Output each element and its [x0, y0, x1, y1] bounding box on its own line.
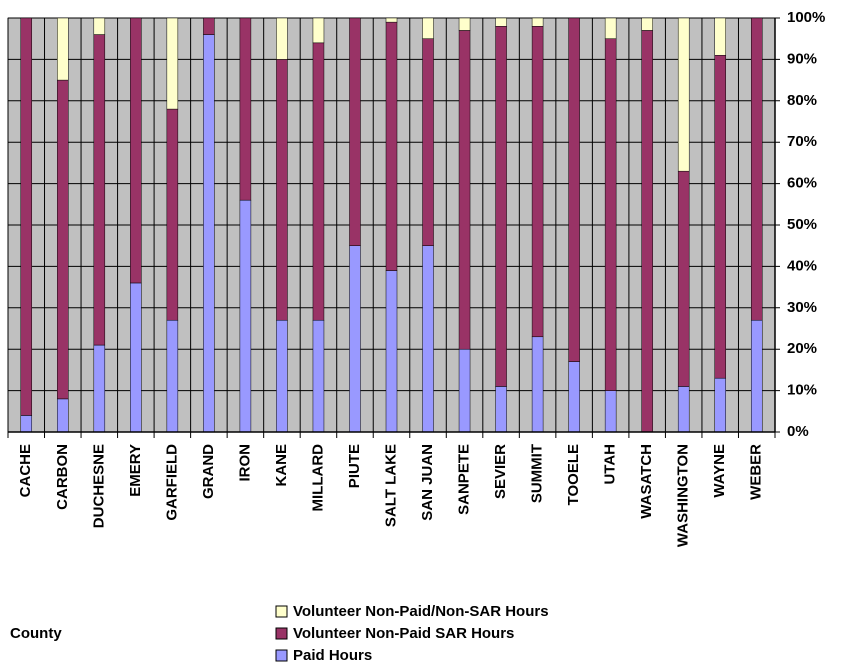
- bar-segment: [276, 17, 288, 60]
- bar-segment: [276, 319, 288, 433]
- y-tick-label: 30%: [787, 299, 817, 316]
- bar-segment: [312, 17, 325, 44]
- y-tick-label: 100%: [787, 9, 825, 26]
- x-tick-label: MILLARD: [309, 444, 326, 512]
- bar-segment: [714, 55, 726, 379]
- bar-segment: [130, 282, 142, 433]
- x-tick-label: GARFIELD: [163, 444, 180, 521]
- bar-segment: [239, 17, 252, 201]
- x-tick-label: SANPETE: [456, 444, 473, 515]
- bar-segment: [677, 17, 690, 172]
- bar-segment: [20, 415, 33, 433]
- y-tick-label: 80%: [787, 92, 817, 109]
- bar-segment: [458, 348, 471, 433]
- x-tick-label: EMERY: [127, 444, 144, 497]
- bar-segment: [458, 17, 471, 31]
- bar-segment: [677, 386, 690, 433]
- bar-segment: [203, 34, 215, 433]
- bar-segment: [130, 17, 142, 284]
- bar-segment: [422, 245, 434, 433]
- y-tick-label: 0%: [787, 423, 809, 440]
- bar-segment: [385, 270, 398, 433]
- bar-segment: [714, 17, 726, 56]
- y-tick-label: 10%: [787, 382, 817, 399]
- bar-segment: [750, 17, 763, 321]
- bar-segment: [422, 17, 434, 39]
- legend-swatch: [275, 627, 288, 640]
- bar-segment: [57, 398, 69, 433]
- legend-label: Paid Hours: [293, 647, 372, 664]
- legend-label: Volunteer Non-Paid SAR Hours: [293, 625, 514, 642]
- bar-segment: [531, 336, 544, 433]
- bar-segment: [349, 245, 361, 433]
- bar-segment: [495, 26, 507, 387]
- bar-segment: [239, 199, 252, 433]
- y-tick-label: 60%: [787, 175, 817, 192]
- bar-segment: [166, 108, 179, 321]
- bar-segment: [93, 344, 106, 433]
- bar-segment: [385, 17, 398, 23]
- x-tick-label: CARBON: [54, 444, 71, 510]
- bar-segment: [312, 319, 325, 433]
- bar-segment: [677, 170, 690, 387]
- bar-segment: [641, 30, 653, 433]
- x-tick-label: WEBER: [748, 444, 765, 500]
- bar-segment: [166, 319, 179, 433]
- x-tick-label: TOOELE: [565, 444, 582, 505]
- y-tick-label: 50%: [787, 216, 817, 233]
- bar-segment: [93, 34, 106, 346]
- x-tick-label: PIUTE: [346, 444, 363, 488]
- x-tick-label: SALT LAKE: [382, 444, 399, 527]
- x-tick-label: UTAH: [602, 444, 619, 485]
- bar-segment: [604, 38, 617, 391]
- x-tick-label: DUCHESNE: [90, 444, 107, 528]
- legend-swatch: [275, 605, 288, 618]
- bar-segment: [57, 79, 69, 400]
- bar-segment: [93, 17, 106, 35]
- bar-segment: [166, 17, 179, 110]
- x-tick-label: IRON: [236, 444, 253, 482]
- bar-segment: [349, 17, 361, 246]
- bar-segment: [641, 17, 653, 31]
- bar-segment: [495, 386, 507, 433]
- x-tick-label: GRAND: [200, 444, 217, 499]
- bar-segment: [312, 42, 325, 321]
- bar-segment: [604, 17, 617, 39]
- x-tick-label: KANE: [273, 444, 290, 487]
- y-tick-label: 40%: [787, 257, 817, 274]
- y-tick-label: 70%: [787, 133, 817, 150]
- legend-label: Volunteer Non-Paid/Non-SAR Hours: [293, 603, 549, 620]
- bar-segment: [568, 361, 580, 433]
- x-tick-label: SEVIER: [492, 444, 509, 499]
- bar-segment: [531, 17, 544, 27]
- bar-segment: [203, 17, 215, 35]
- x-tick-label: SAN JUAN: [419, 444, 436, 521]
- y-tick-label: 20%: [787, 340, 817, 357]
- bar-segment: [568, 17, 580, 362]
- legend-swatch: [275, 649, 288, 662]
- x-tick-label: CACHE: [17, 444, 34, 497]
- bar-segment: [20, 17, 33, 416]
- bar-segment: [276, 59, 288, 321]
- bar-segment: [714, 377, 726, 433]
- bar-segment: [495, 17, 507, 27]
- x-tick-label: WAYNE: [711, 444, 728, 498]
- bar-segment: [604, 390, 617, 433]
- bar-segment: [57, 17, 69, 81]
- bar-segment: [750, 319, 763, 433]
- bar-segment: [458, 30, 471, 350]
- y-tick-label: 90%: [787, 50, 817, 67]
- bar-segment: [531, 26, 544, 338]
- bar-segment: [422, 38, 434, 246]
- x-tick-label: WASATCH: [638, 444, 655, 519]
- x-tick-label: SUMMIT: [529, 444, 546, 503]
- x-axis-label: County: [10, 625, 62, 642]
- x-tick-label: WASHINGTON: [675, 444, 692, 547]
- bar-segment: [385, 21, 398, 271]
